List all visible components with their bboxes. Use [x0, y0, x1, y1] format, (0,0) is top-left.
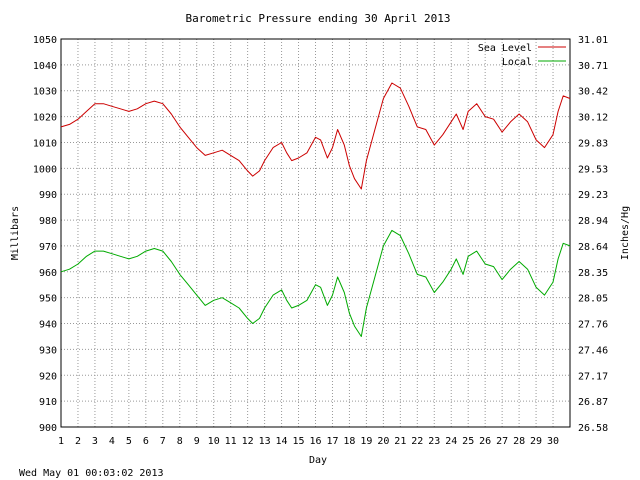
y2-tick-label: 29.23 — [578, 190, 608, 201]
y-tick-label: 950 — [39, 294, 57, 305]
y-tick-label: 1050 — [33, 35, 57, 46]
y2-tick-label: 31.01 — [578, 35, 608, 46]
y2-tick-label: 28.35 — [578, 268, 608, 279]
y-tick-label: 1030 — [33, 87, 57, 98]
x-tick-label: 16 — [309, 436, 321, 447]
x-tick-label: 29 — [530, 436, 542, 447]
y2-tick-label: 28.05 — [578, 294, 608, 305]
x-tick-label: 4 — [109, 436, 115, 447]
series-line-sea-level — [60, 82, 571, 190]
y2-tick-label: 26.58 — [578, 423, 608, 434]
x-tick-label: 11 — [225, 436, 237, 447]
plot-frame — [60, 38, 571, 428]
legend-label-sea-level: Sea Level — [478, 43, 532, 54]
x-tick-label: 6 — [143, 436, 149, 447]
y2-tick-label: 26.87 — [578, 397, 608, 408]
y2-tick-label: 30.71 — [578, 61, 608, 72]
x-tick-label: 15 — [293, 436, 305, 447]
series-line-local — [60, 229, 571, 337]
series-lines — [60, 82, 571, 337]
x-tick-label: 7 — [160, 436, 166, 447]
x-axis-title: Day — [309, 455, 327, 466]
x-tick-label: 12 — [242, 436, 254, 447]
y2-tick-label: 28.94 — [578, 216, 608, 227]
x-tick-label: 23 — [428, 436, 440, 447]
x-tick-label: 2 — [75, 436, 81, 447]
x-tick-label: 27 — [496, 436, 508, 447]
y-tick-label: 900 — [39, 423, 57, 434]
x-tick-label: 9 — [194, 436, 200, 447]
x-tick-label: 8 — [177, 436, 183, 447]
y-tick-labels: 900 910 920 930 940 950 960 970 980 990 1000 1010 10… — [33, 35, 57, 434]
y2-tick-label: 30.42 — [578, 87, 608, 98]
y-tick-label: 1000 — [33, 164, 57, 175]
y-tick-label: 940 — [39, 320, 57, 331]
x-tick-label: 28 — [513, 436, 525, 447]
y2-axis-title: Inches/Hg — [620, 206, 631, 260]
x-tick-label: 14 — [276, 436, 288, 447]
y-axis-title: Millibars — [10, 206, 21, 260]
legend: Sea Level Local — [478, 43, 566, 68]
x-tick-label: 25 — [462, 436, 474, 447]
x-tick-label: 3 — [92, 436, 98, 447]
y2-tick-labels: 26.58 26.87 27.17 27.46 27.76 28.05 28.35 28.64… — [578, 35, 608, 434]
y-tick-label: 920 — [39, 371, 57, 382]
grid-lines — [61, 39, 570, 427]
x-tick-label: 10 — [208, 436, 220, 447]
y2-tick-label: 29.83 — [578, 138, 608, 149]
x-tick-label: 13 — [259, 436, 271, 447]
y2-tick-label: 30.12 — [578, 113, 608, 124]
y-tick-label: 1040 — [33, 61, 57, 72]
x-tick-label: 26 — [479, 436, 491, 447]
x-tick-label: 17 — [326, 436, 338, 447]
y-tick-label: 970 — [39, 242, 57, 253]
y-tick-label: 930 — [39, 345, 57, 356]
y2-tick-label: 27.76 — [578, 320, 608, 331]
y-tick-label: 910 — [39, 397, 57, 408]
x-tick-label: 30 — [547, 436, 559, 447]
y2-tick-label: 27.46 — [578, 345, 608, 356]
y2-tick-label: 29.53 — [578, 164, 608, 175]
x-tick-label: 19 — [360, 436, 372, 447]
y-tick-label: 1020 — [33, 113, 57, 124]
x-tick-label: 24 — [445, 436, 457, 447]
footer-timestamp: Wed May 01 00:03:02 2013 — [19, 468, 164, 479]
chart-title: Barometric Pressure ending 30 April 2013 — [186, 12, 451, 25]
x-tick-label: 22 — [411, 436, 423, 447]
legend-label-local: Local — [502, 57, 532, 68]
y-tick-label: 990 — [39, 190, 57, 201]
x-tick-label: 1 — [58, 436, 64, 447]
x-tick-labels: 1 2 3 4 5 6 7 8 9 10 11 12 13 14 15 16 17 18 19 20 21 22 23 24 2… — [58, 436, 559, 447]
y2-tick-label: 28.64 — [578, 242, 608, 253]
x-tick-label: 18 — [343, 436, 355, 447]
x-tick-label: 5 — [126, 436, 132, 447]
y-tick-label: 980 — [39, 216, 57, 227]
y-tick-label: 1010 — [33, 138, 57, 149]
y-tick-label: 960 — [39, 268, 57, 279]
x-tick-label: 21 — [394, 436, 406, 447]
x-tick-label: 20 — [377, 436, 389, 447]
y2-tick-label: 27.17 — [578, 371, 608, 382]
